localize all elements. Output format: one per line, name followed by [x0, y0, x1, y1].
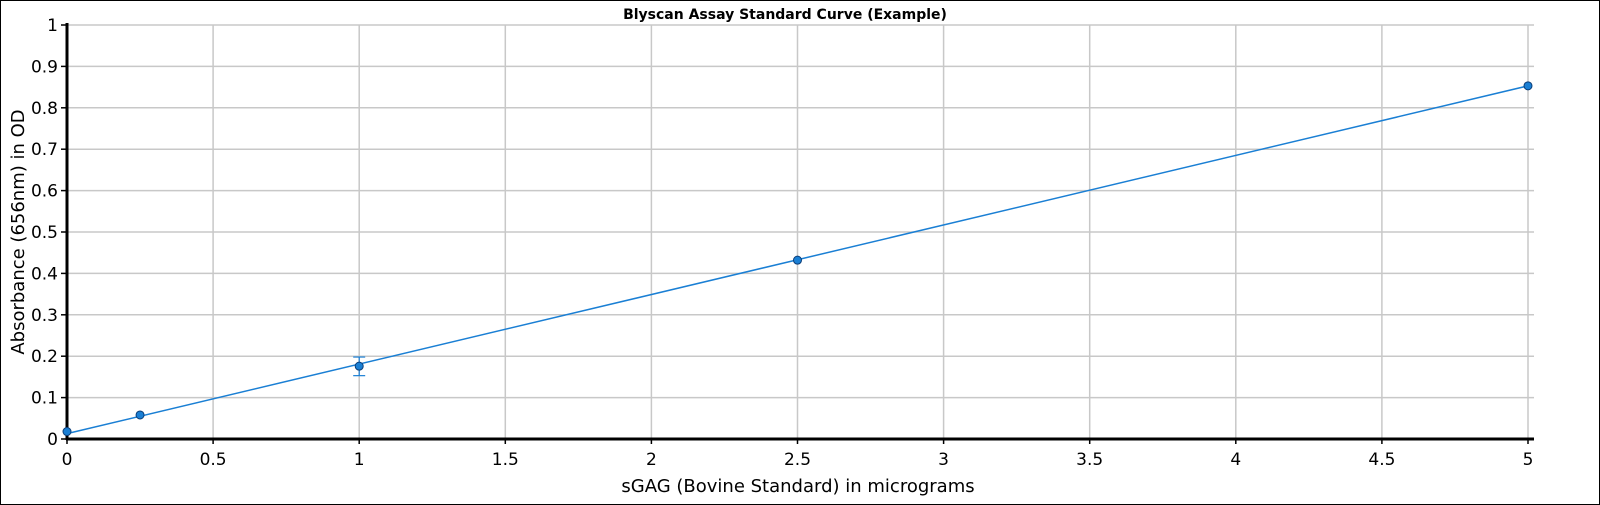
- data-point: [354, 361, 364, 371]
- x-tick-label: 4: [1230, 450, 1241, 470]
- y-tick-label: 0.3: [31, 306, 58, 326]
- x-tick-label: 0.5: [200, 450, 227, 470]
- x-tick-label: 2: [646, 450, 657, 470]
- y-tick-label: 0.2: [31, 347, 58, 367]
- data-point: [793, 255, 802, 265]
- y-tick-label: 0.7: [31, 140, 58, 160]
- y-axis-label: Absorbance (656nm) in OD: [8, 109, 29, 354]
- x-tick-labels: 0 0.5 1 1.5 2 2.5 3 3.5 4 4.5 5: [62, 450, 1534, 470]
- y-tick-label: 0.8: [31, 99, 58, 119]
- y-tick-label: 0.4: [31, 264, 58, 284]
- y-tick-label: 0.1: [31, 389, 58, 409]
- x-tick-label: 1: [354, 450, 365, 470]
- grid: [67, 24, 1534, 439]
- y-tick-label: 0.6: [31, 182, 58, 202]
- data-point: [62, 427, 72, 437]
- axes: [61, 23, 1534, 444]
- x-tick-label: 0: [62, 450, 73, 470]
- x-tick-label: 3.5: [1076, 450, 1103, 470]
- x-tick-label: 3: [938, 450, 949, 470]
- y-tick-label: 0.5: [31, 223, 58, 243]
- y-tick-labels: 0 0.1 0.2 0.3 0.4 0.5 0.6 0.7 0.8 0.9 1: [31, 16, 58, 450]
- x-tick-label: 5: [1523, 450, 1534, 470]
- y-tick-label: 1: [47, 16, 58, 36]
- chart-title: Blyscan Assay Standard Curve (Example): [623, 7, 947, 23]
- x-tick-label: 2.5: [784, 450, 811, 470]
- x-tick-label: 4.5: [1368, 450, 1395, 470]
- data-point: [135, 410, 145, 420]
- x-tick-label: 1.5: [492, 450, 519, 470]
- x-axis-label: sGAG (Bovine Standard) in micrograms: [621, 476, 974, 497]
- data-point: [1523, 81, 1533, 91]
- y-tick-label: 0.9: [31, 57, 58, 77]
- series-layer: [62, 81, 1533, 437]
- y-tick-label: 0: [47, 430, 58, 450]
